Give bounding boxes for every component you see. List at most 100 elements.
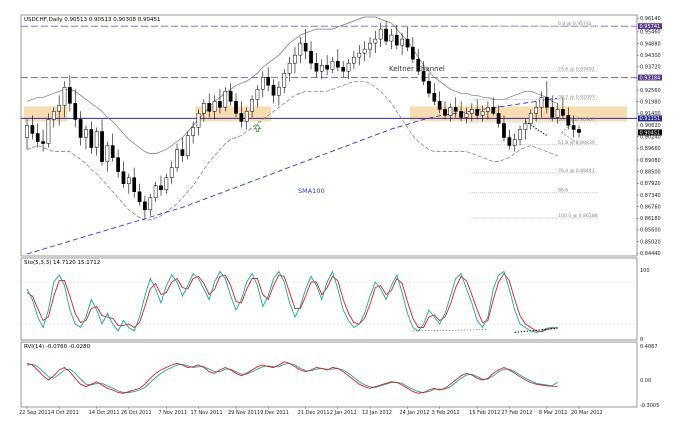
candle-body: [250, 99, 254, 112]
candle-body: [100, 131, 104, 162]
candle-body: [469, 109, 474, 114]
candle-body: [30, 125, 35, 134]
support-zone: [195, 106, 272, 122]
x-axis-label: 8 Mar 2012: [539, 410, 568, 416]
candle-body: [180, 149, 185, 156]
candle-body: [126, 177, 131, 184]
stoch-axis-label: 0: [640, 337, 643, 343]
candle-body: [341, 66, 346, 72]
candle-body: [571, 125, 576, 130]
price-highlight-tag: [638, 74, 662, 81]
candle-body: [41, 141, 45, 144]
candle-body: [427, 81, 431, 94]
candle-body: [539, 97, 544, 108]
green-up-arrow-icon: [253, 123, 262, 132]
price-axis-label: 0.91400: [640, 111, 661, 117]
support-zone: [24, 106, 68, 122]
x-axis-label: 14 Oct 2011: [89, 410, 120, 416]
candle-body: [378, 28, 383, 40]
candle-body: [196, 113, 201, 128]
candle-body: [143, 201, 147, 211]
candle-body: [212, 101, 217, 112]
fib-level-label: 23.6 @ 0.93492: [558, 66, 595, 72]
x-axis-label: 12 Jan 2012: [362, 410, 392, 416]
candle-body: [480, 111, 485, 116]
candle-body: [518, 129, 522, 140]
candle-body: [437, 101, 442, 110]
candle-body: [555, 109, 560, 118]
candle-body: [89, 129, 94, 148]
x-axis-label: 24 Jan 2012: [400, 410, 430, 416]
x-axis-label: 17 Nov 2011: [190, 410, 222, 416]
candle-body: [169, 167, 174, 178]
price-axis-label: 0.94880: [640, 41, 661, 47]
candle-body: [405, 38, 410, 48]
keltner-upper-line: [26, 16, 558, 154]
fib-level-label: 100.0 @ 0.86188: [558, 213, 598, 219]
candle-body: [534, 107, 538, 114]
price-highlight-label: 0.93184: [640, 75, 661, 81]
candle-body: [544, 97, 549, 108]
candle-body: [330, 60, 335, 70]
rvi-panel-frame: [20, 341, 638, 408]
candle-body: [287, 62, 292, 74]
candle-body: [496, 113, 501, 124]
candle-body: [84, 129, 88, 138]
candle-body: [137, 191, 142, 203]
x-axis-label: 4 Oct 2011: [51, 410, 79, 416]
candle-body: [368, 42, 372, 50]
rvi-main-line: [26, 361, 558, 394]
candle-body: [116, 157, 120, 172]
sma100-annotation: SMA100: [298, 187, 325, 195]
candle-body: [416, 58, 421, 72]
candle-body: [486, 107, 490, 112]
x-axis-label: 7 Nov 2011: [158, 410, 187, 416]
x-axis-label: 22 Sep 2011: [19, 410, 51, 416]
candle-body: [362, 48, 367, 54]
stochastic-label: Sto(5,3,3) 14.7120 15.1712: [24, 260, 100, 266]
candle-body: [319, 64, 324, 72]
candle-body: [464, 113, 469, 118]
price-highlight-tag: [638, 115, 662, 122]
x-axis-label: 29 Nov 2011: [228, 410, 260, 416]
candle-body: [234, 101, 238, 114]
fib-level-label: 50.0 @ 0.90967: [558, 117, 595, 123]
keltner-lower-line: [26, 80, 558, 221]
candle-body: [201, 103, 206, 114]
candle-body: [110, 145, 115, 158]
candle-body: [175, 149, 179, 168]
candle-body: [528, 113, 533, 124]
fib-level-label: 0.0 @ 0.95741: [558, 21, 592, 27]
candle-body: [394, 34, 399, 46]
candle-body: [132, 177, 137, 192]
candle-body: [512, 139, 517, 146]
candle-body: [255, 89, 260, 100]
price-axis-label: 0.90820: [640, 123, 661, 129]
candle-body: [153, 185, 158, 199]
candle-body: [448, 107, 453, 116]
candle-body: [459, 111, 463, 118]
projection-up-arrow: [561, 116, 580, 133]
rvi-axis-label: 0.00: [640, 378, 651, 384]
candle-body: [491, 107, 496, 114]
price-axis-label: 0.91980: [640, 100, 661, 106]
candle-body: [51, 111, 56, 120]
candle-body: [550, 107, 555, 118]
candle-body: [57, 105, 62, 112]
stoch-support-dotted-line: [412, 329, 488, 332]
candle-body: [271, 85, 276, 96]
support-zone: [409, 106, 627, 122]
candle-body: [453, 107, 458, 112]
stoch-d-line: [26, 272, 558, 333]
stoch-divergence-dotted-line: [514, 327, 558, 333]
x-axis-label: 2 Jan 2012: [330, 410, 357, 416]
candle-body: [46, 119, 51, 144]
price-highlight-label: 0.90451: [640, 130, 661, 136]
rvi-axis-label: -0.3005: [640, 403, 659, 409]
candle-body: [78, 119, 83, 138]
price-highlight-tag: [638, 23, 662, 30]
candle-body: [298, 42, 303, 56]
price-highlight-label: 0.91151: [640, 116, 661, 122]
candle-body: [185, 135, 190, 156]
